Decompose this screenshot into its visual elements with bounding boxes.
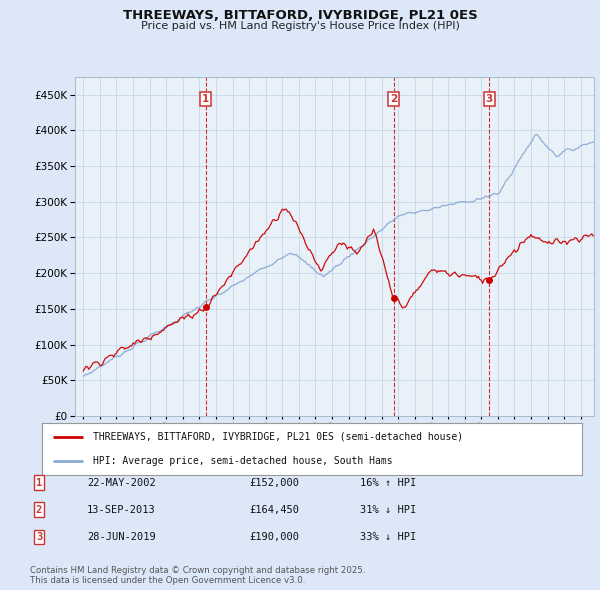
Text: THREEWAYS, BITTAFORD, IVYBRIDGE, PL21 0ES: THREEWAYS, BITTAFORD, IVYBRIDGE, PL21 0E…: [122, 9, 478, 22]
Text: HPI: Average price, semi-detached house, South Hams: HPI: Average price, semi-detached house,…: [94, 457, 393, 467]
Text: £190,000: £190,000: [249, 532, 299, 542]
Text: 31% ↓ HPI: 31% ↓ HPI: [360, 505, 416, 514]
Text: 2: 2: [36, 505, 42, 514]
Text: Contains HM Land Registry data © Crown copyright and database right 2025.
This d: Contains HM Land Registry data © Crown c…: [30, 566, 365, 585]
Text: 3: 3: [486, 94, 493, 104]
Text: 16% ↑ HPI: 16% ↑ HPI: [360, 478, 416, 487]
Text: THREEWAYS, BITTAFORD, IVYBRIDGE, PL21 0ES (semi-detached house): THREEWAYS, BITTAFORD, IVYBRIDGE, PL21 0E…: [94, 431, 463, 441]
Text: 1: 1: [36, 478, 42, 487]
Text: 22-MAY-2002: 22-MAY-2002: [87, 478, 156, 487]
Text: 28-JUN-2019: 28-JUN-2019: [87, 532, 156, 542]
Text: 1: 1: [202, 94, 209, 104]
Text: Price paid vs. HM Land Registry's House Price Index (HPI): Price paid vs. HM Land Registry's House …: [140, 21, 460, 31]
Text: 33% ↓ HPI: 33% ↓ HPI: [360, 532, 416, 542]
Text: 2: 2: [390, 94, 397, 104]
Text: 3: 3: [36, 532, 42, 542]
Text: £152,000: £152,000: [249, 478, 299, 487]
Text: 13-SEP-2013: 13-SEP-2013: [87, 505, 156, 514]
Text: £164,450: £164,450: [249, 505, 299, 514]
